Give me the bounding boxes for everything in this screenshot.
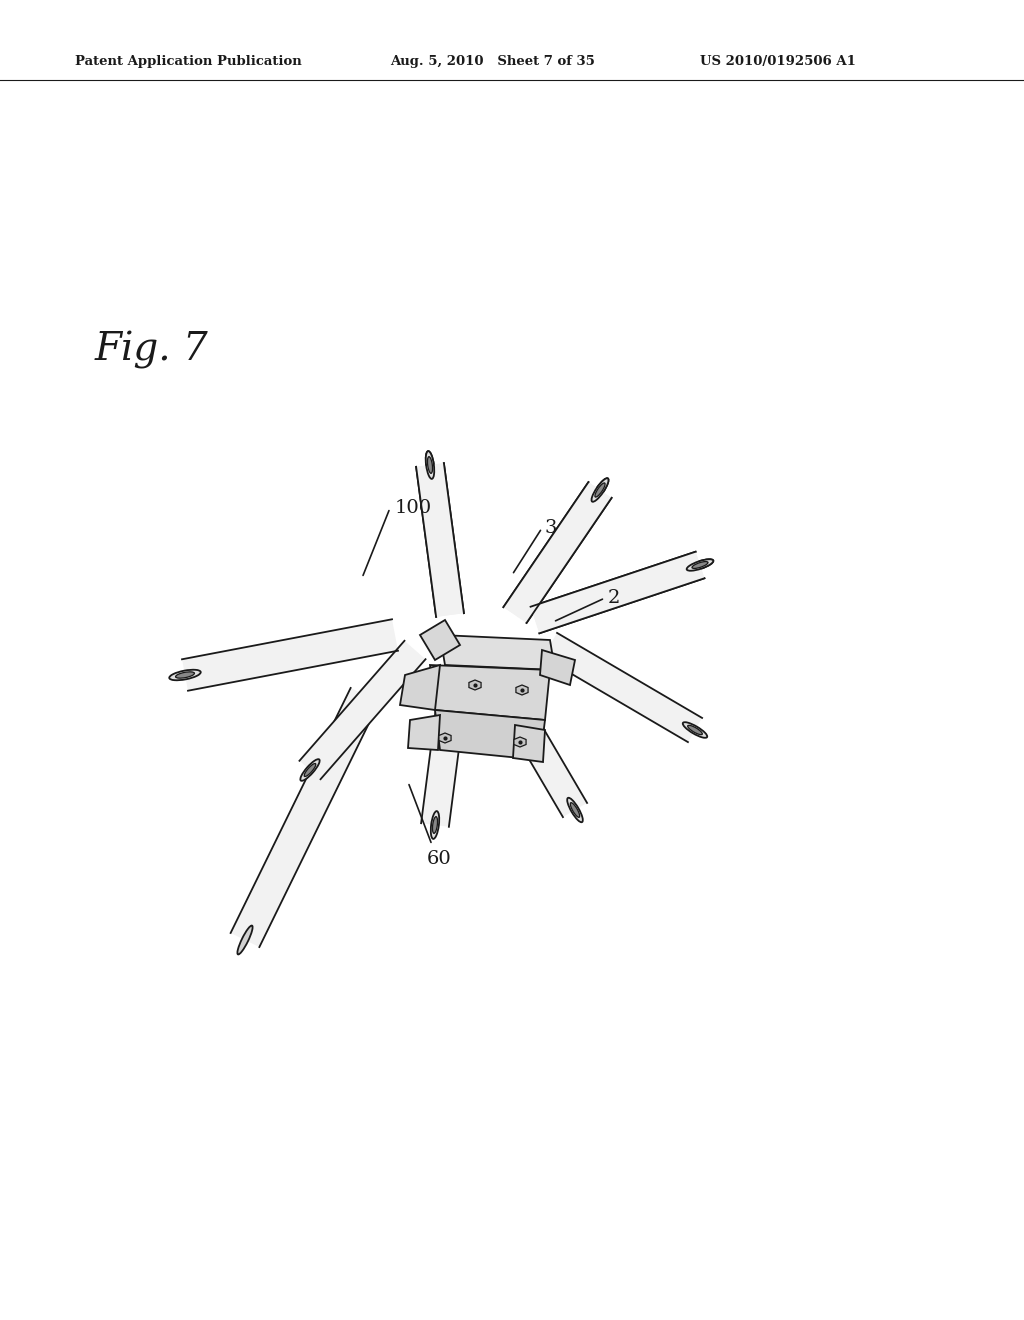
Ellipse shape (304, 763, 315, 776)
Ellipse shape (431, 810, 439, 840)
Polygon shape (440, 635, 555, 671)
Ellipse shape (238, 925, 253, 954)
Text: 100: 100 (395, 499, 432, 517)
Ellipse shape (567, 797, 583, 822)
Text: 2: 2 (608, 589, 621, 607)
Ellipse shape (427, 457, 432, 474)
Ellipse shape (687, 560, 714, 570)
Text: Patent Application Publication: Patent Application Publication (75, 55, 302, 69)
Polygon shape (469, 680, 481, 690)
Ellipse shape (175, 672, 195, 678)
Ellipse shape (432, 817, 437, 833)
Polygon shape (514, 737, 526, 747)
Ellipse shape (592, 478, 608, 502)
Polygon shape (416, 463, 464, 616)
Polygon shape (299, 640, 426, 779)
Polygon shape (408, 715, 440, 750)
Polygon shape (421, 668, 469, 826)
Ellipse shape (595, 483, 605, 498)
Text: 60: 60 (427, 850, 452, 869)
Ellipse shape (427, 457, 432, 474)
Ellipse shape (688, 725, 702, 735)
Polygon shape (416, 463, 464, 616)
Text: US 2010/0192506 A1: US 2010/0192506 A1 (700, 55, 856, 69)
Polygon shape (400, 665, 440, 710)
Ellipse shape (692, 561, 708, 569)
Ellipse shape (687, 560, 714, 570)
Polygon shape (543, 632, 702, 742)
Polygon shape (420, 620, 460, 660)
Ellipse shape (169, 669, 201, 680)
Ellipse shape (426, 451, 434, 479)
Ellipse shape (683, 722, 708, 738)
Polygon shape (530, 552, 705, 634)
Polygon shape (530, 552, 705, 634)
Text: Aug. 5, 2010   Sheet 7 of 35: Aug. 5, 2010 Sheet 7 of 35 (390, 55, 595, 69)
Ellipse shape (592, 478, 608, 502)
Polygon shape (430, 665, 550, 719)
Polygon shape (516, 685, 528, 696)
Polygon shape (182, 619, 398, 690)
Ellipse shape (570, 803, 580, 817)
Ellipse shape (426, 451, 434, 479)
Ellipse shape (595, 483, 605, 498)
Ellipse shape (300, 759, 319, 781)
Polygon shape (504, 482, 611, 623)
Polygon shape (230, 688, 379, 946)
Polygon shape (540, 649, 575, 685)
Polygon shape (478, 657, 587, 817)
Text: 3: 3 (545, 519, 557, 537)
Ellipse shape (692, 561, 708, 569)
Polygon shape (439, 733, 451, 743)
Polygon shape (435, 710, 545, 760)
Polygon shape (513, 725, 545, 762)
Text: Fig. 7: Fig. 7 (95, 331, 209, 370)
Polygon shape (504, 482, 611, 623)
